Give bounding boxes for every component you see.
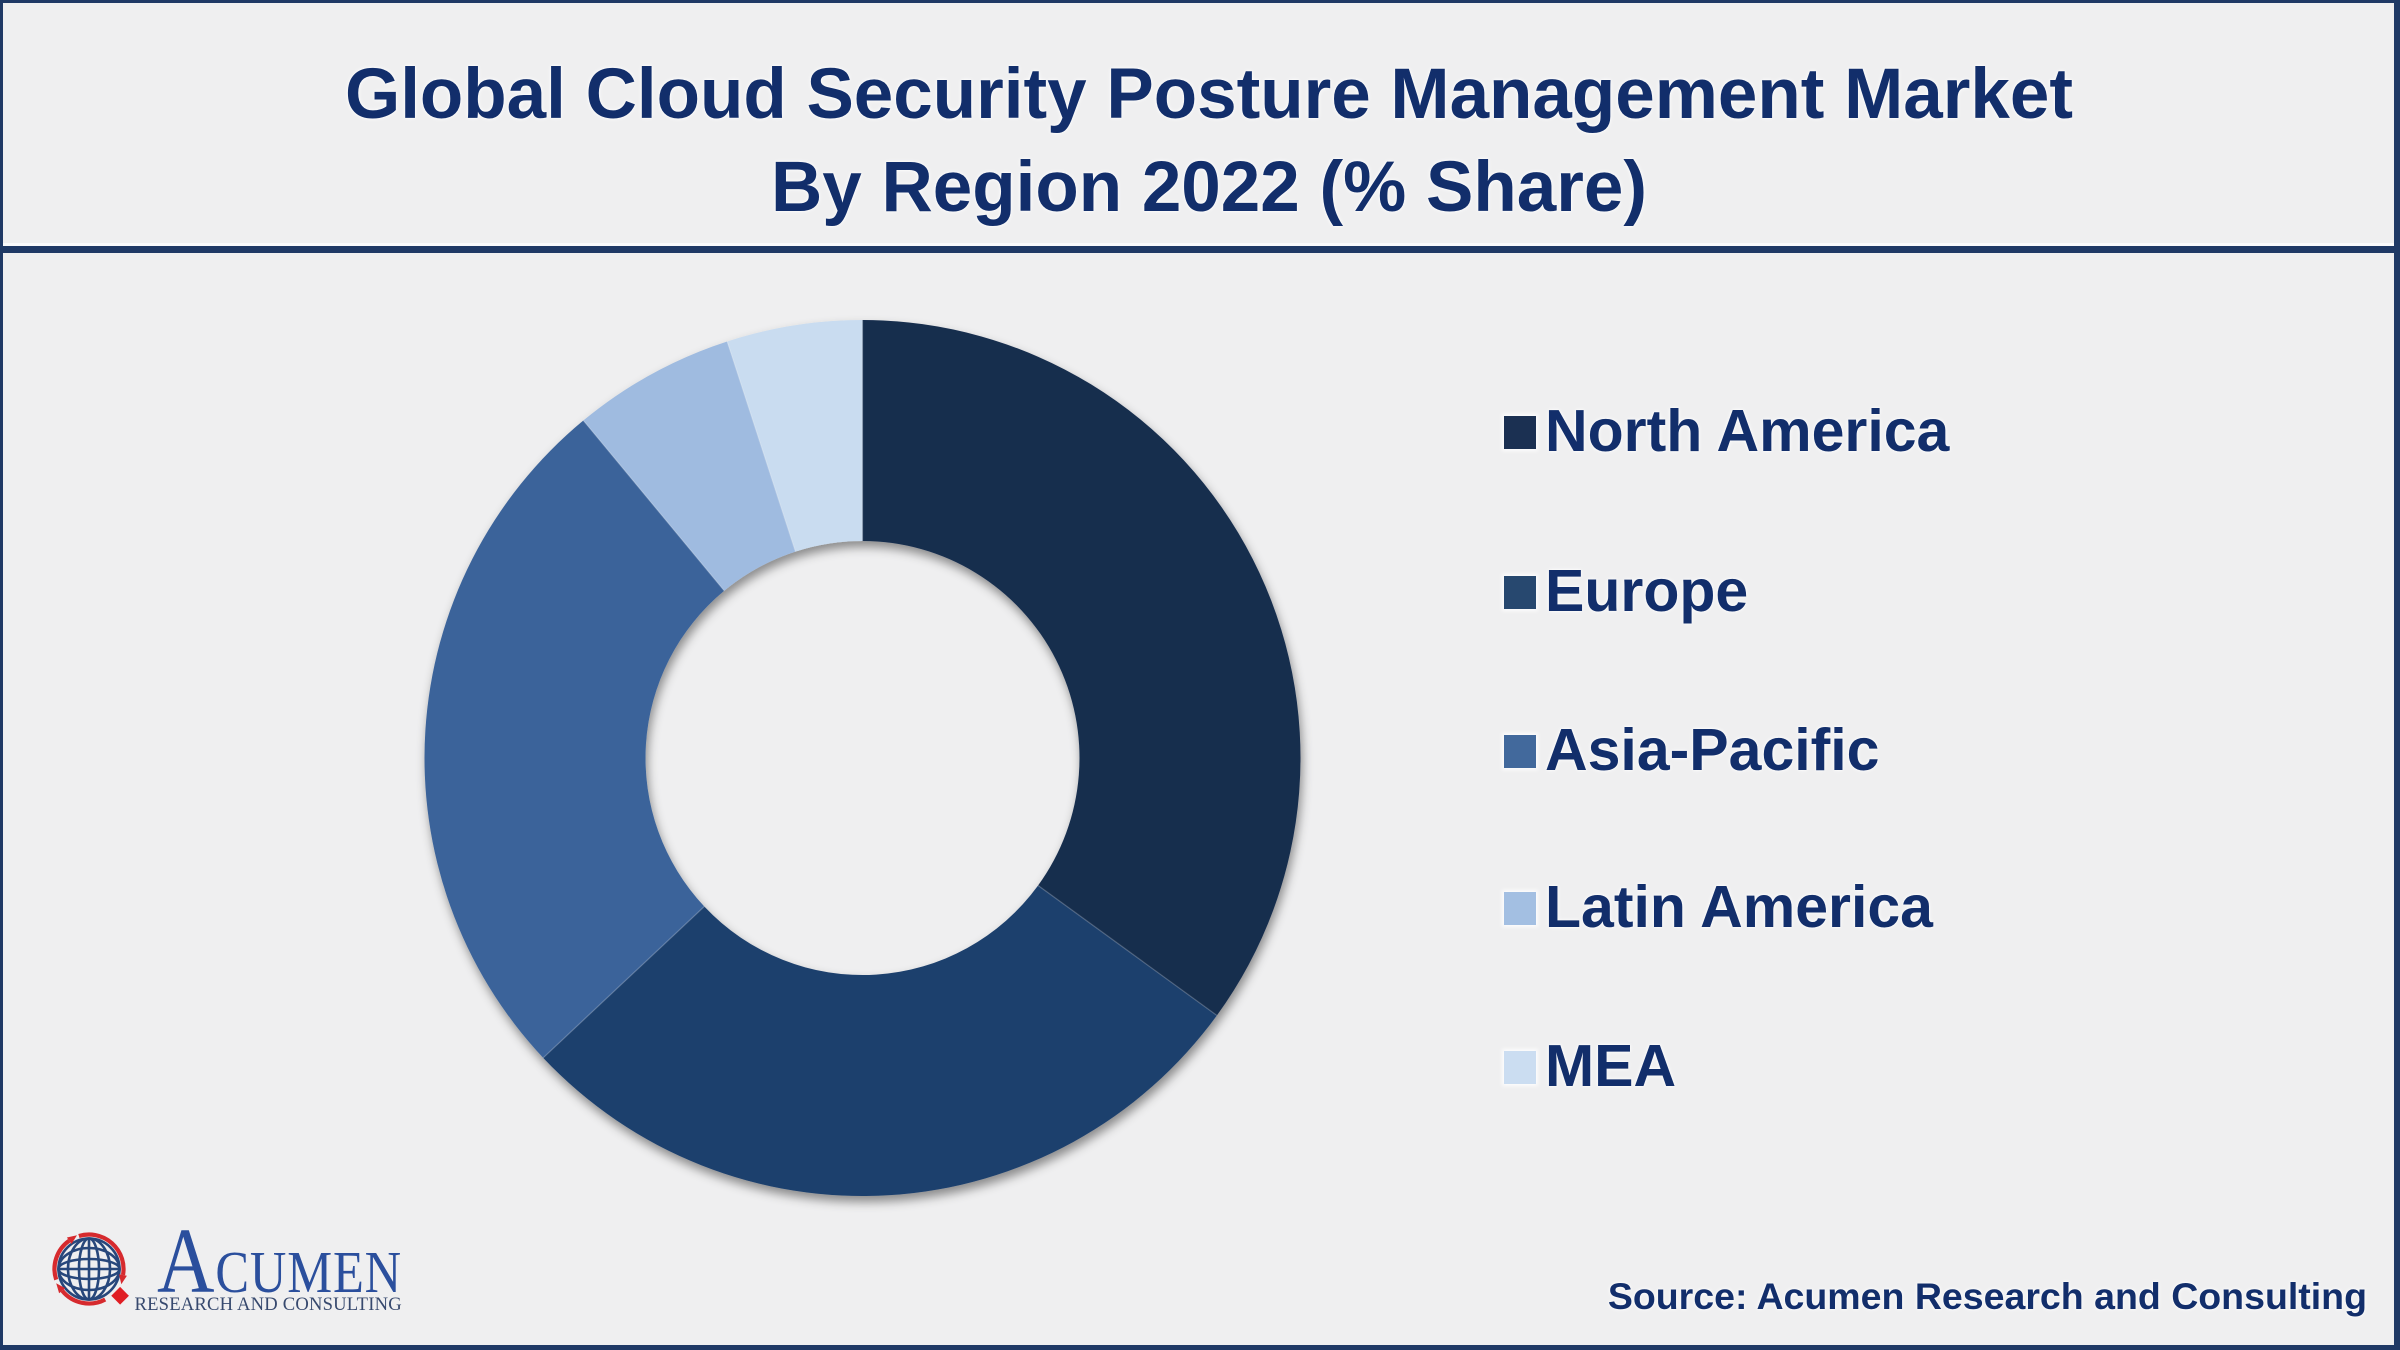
svg-text:RESEARCH AND CONSULTING: RESEARCH AND CONSULTING xyxy=(135,1294,402,1315)
